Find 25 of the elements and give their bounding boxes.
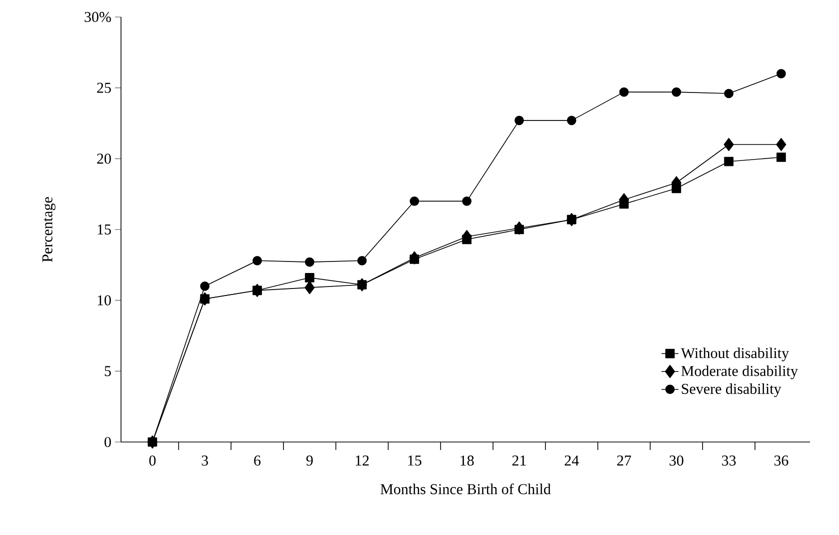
legend-label: Severe disability bbox=[682, 383, 782, 398]
x-tick-label: 0 bbox=[149, 456, 156, 466]
y-tick-label: 10 bbox=[98, 295, 111, 306]
x-tick-label: 36 bbox=[774, 456, 788, 466]
y-tick-label: 20 bbox=[97, 154, 111, 164]
x-tick-label: 21 bbox=[512, 456, 526, 466]
x-tick-label: 18 bbox=[460, 456, 474, 466]
x-tick-label: 9 bbox=[306, 456, 313, 466]
y-tick-label: 25 bbox=[97, 82, 111, 93]
x-tick-label: 3 bbox=[202, 456, 208, 466]
x-tick-label: 12 bbox=[356, 456, 369, 466]
x-tick-label: 27 bbox=[617, 456, 632, 466]
x-tick-label: 33 bbox=[722, 456, 736, 466]
legend-label: Moderate disability bbox=[681, 366, 798, 380]
x-tick-label: 24 bbox=[564, 456, 579, 466]
y-tick-label: 30% bbox=[84, 12, 111, 22]
y-axis-title: Percentage bbox=[42, 197, 56, 262]
legend-label: Without disability bbox=[680, 348, 789, 362]
y-tick-label: 5 bbox=[104, 366, 111, 376]
x-tick-label: 6 bbox=[254, 456, 261, 466]
x-tick-label: 30 bbox=[670, 456, 684, 466]
y-tick-label: 15 bbox=[98, 224, 111, 235]
x-axis-title: Months Since Birth of Child bbox=[380, 484, 551, 494]
x-tick-label: 15 bbox=[408, 456, 422, 466]
y-tick-label: 0 bbox=[104, 436, 111, 448]
